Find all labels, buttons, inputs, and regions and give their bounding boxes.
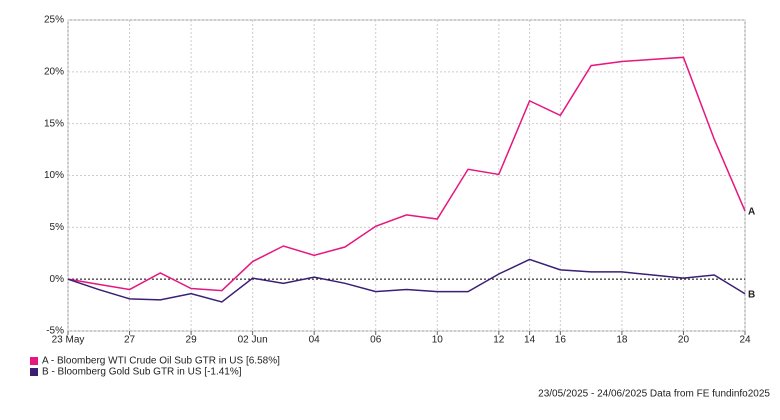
- x-tick-label: 04: [309, 335, 321, 346]
- y-tick-label: -5%: [46, 326, 64, 337]
- legend-swatch: [30, 368, 38, 376]
- end-label: A: [748, 207, 755, 218]
- y-tick-label: 20%: [44, 66, 64, 77]
- line: [67, 56, 746, 292]
- y-tick-label: 15%: [44, 118, 64, 129]
- legend-label: B - Bloomberg Gold Sub GTR in US [-1.41%…: [42, 367, 242, 378]
- footer: 23/05/2025 - 24/06/2025 Data from FE fun…: [538, 389, 770, 400]
- line: [67, 258, 746, 303]
- y-tick-label: 10%: [44, 170, 64, 181]
- y-tick-label: 25%: [44, 15, 64, 26]
- x-tick-label: 27: [124, 335, 136, 346]
- x-tick-label: 02 Jun: [238, 335, 268, 346]
- y-tick-label: 0%: [50, 274, 65, 285]
- x-tick-label: 23 May: [52, 335, 85, 346]
- end-label: B: [748, 289, 755, 300]
- x-tick-label: 10: [432, 335, 444, 346]
- x-tick-label: 12: [493, 335, 505, 346]
- y-tick-label: 5%: [50, 222, 65, 233]
- x-tick-label: 24: [739, 335, 751, 346]
- x-tick-label: 16: [555, 335, 567, 346]
- x-tick-label: 18: [616, 335, 628, 346]
- x-tick-label: 06: [370, 335, 382, 346]
- legend-swatch: [30, 357, 38, 365]
- legend-label: A - Bloomberg WTI Crude Oil Sub GTR in U…: [42, 356, 280, 367]
- x-tick-label: 29: [186, 335, 198, 346]
- x-tick-label: 20: [678, 335, 690, 346]
- x-tick-label: 14: [524, 335, 536, 346]
